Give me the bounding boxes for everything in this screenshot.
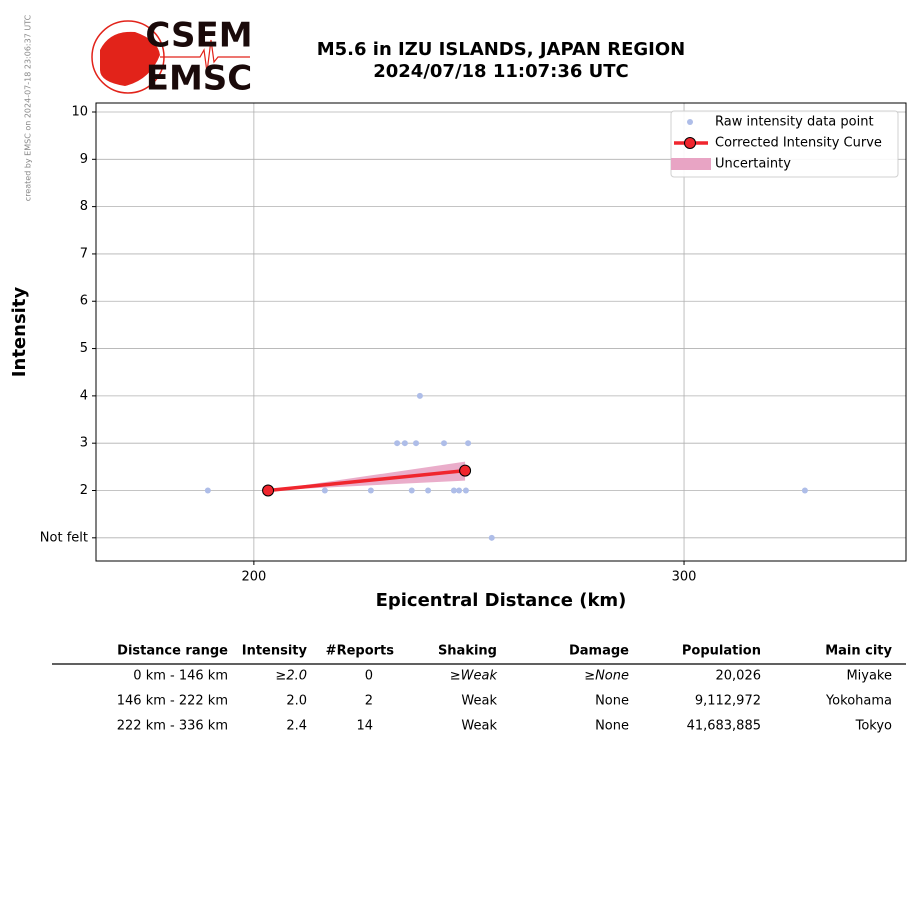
table-cell: 2.0 [286, 694, 307, 709]
y-tick-label: 3 [80, 436, 88, 451]
table-cell: 2 [365, 694, 373, 709]
y-tick-label: 6 [80, 294, 88, 309]
legend-label: Corrected Intensity Curve [715, 136, 882, 151]
data-point [450, 487, 457, 494]
legend-symbol [687, 119, 693, 125]
table-cell: 2.4 [286, 719, 307, 734]
table-header: Damage [569, 644, 629, 659]
data-point [465, 440, 472, 447]
data-point [425, 487, 432, 494]
table-cell: Weak [461, 719, 497, 734]
table-header: Main city [825, 644, 892, 659]
logo-map [100, 31, 160, 86]
logo-wave [160, 39, 250, 73]
table-cell: ≥None [584, 669, 629, 684]
data-point [416, 392, 423, 399]
table-cell: ≥Weak [450, 669, 498, 684]
table-cell: 146 km - 222 km [117, 694, 228, 709]
table-cell: 0 [365, 669, 373, 684]
chart-title: M5.6 in IZU ISLANDS, JAPAN REGION [317, 39, 686, 60]
x-tick-label: 200 [241, 570, 266, 585]
table-cell: 9,112,972 [695, 694, 761, 709]
legend-symbol [671, 158, 711, 170]
table-cell: 0 km - 146 km [133, 669, 228, 684]
table-cell: 14 [356, 719, 373, 734]
table-header: Shaking [438, 644, 497, 659]
data-point [801, 487, 808, 494]
table: Distance range Intensity #Reports Shakin… [117, 644, 893, 734]
table-cell: Weak [461, 694, 497, 709]
y-tick-label: 8 [80, 199, 88, 214]
y-tick-label: 7 [80, 246, 88, 261]
data-point [488, 534, 495, 541]
legend-label: Uncertainty [715, 157, 791, 172]
table-cell: ≥2.0 [275, 669, 307, 684]
table-cell: Miyake [846, 669, 892, 684]
curve-point [262, 484, 275, 497]
data-point [441, 440, 448, 447]
logo-top: CSEM [145, 16, 252, 56]
data-point [408, 487, 415, 494]
legend-symbol [684, 137, 696, 149]
table-cell: 222 km - 336 km [117, 719, 228, 734]
logo-bottom: EMSC [146, 59, 253, 99]
chart-subtitle: 2024/07/18 11:07:36 UTC [373, 61, 629, 82]
uncertainty-band [268, 461, 466, 491]
y-axis-label: Intensity [9, 287, 30, 378]
y-tick-label: 10 [71, 104, 88, 119]
table-cell: None [595, 719, 629, 734]
data-point [401, 440, 408, 447]
y-tick-label: 9 [80, 152, 88, 167]
x-axis-label: Epicentral Distance (km) [376, 590, 627, 611]
table-cell: Tokyo [855, 719, 892, 734]
table-header: Distance range [117, 644, 228, 659]
y-tick-label: 2 [80, 483, 88, 498]
legend-box [670, 110, 899, 178]
y-tick-label: Not felt [40, 530, 88, 545]
credit: created by EMSC on 2024-07-18 23:06:37 U… [24, 14, 33, 201]
y-tick-label: 4 [80, 388, 88, 403]
data-point [456, 487, 463, 494]
legend-label: Raw intensity data point [715, 115, 874, 130]
data-point [204, 487, 211, 494]
data-point [413, 440, 420, 447]
plot-frame [95, 102, 907, 562]
data-point [394, 440, 401, 447]
table-header: #Reports [326, 644, 395, 659]
data-point [321, 487, 328, 494]
data-point [367, 487, 374, 494]
logo: CSEM EMSC [91, 16, 253, 99]
table-cell: 41,683,885 [687, 719, 761, 734]
table-header: Population [682, 644, 761, 659]
y-tick-label: 5 [80, 341, 88, 356]
x-tick-label: 300 [672, 570, 697, 585]
table-cell: None [595, 694, 629, 709]
data-point [462, 487, 469, 494]
table-cell: 20,026 [716, 669, 762, 684]
table-header: Intensity [242, 644, 308, 659]
curve-point [459, 464, 472, 477]
curve-line [267, 468, 466, 493]
table-cell: Yokohama [825, 694, 892, 709]
